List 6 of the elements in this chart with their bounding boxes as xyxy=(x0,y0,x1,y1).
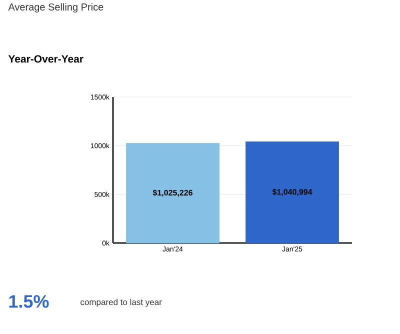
chart-subtitle: Year-Over-Year xyxy=(8,55,84,63)
data-label: $1,025,226 xyxy=(152,190,192,197)
text: 1.5% xyxy=(9,295,49,308)
text: compared to last year xyxy=(80,298,162,307)
data-label: $1,040,994 xyxy=(272,188,312,196)
chart-title: Average Selling Price xyxy=(8,3,104,13)
